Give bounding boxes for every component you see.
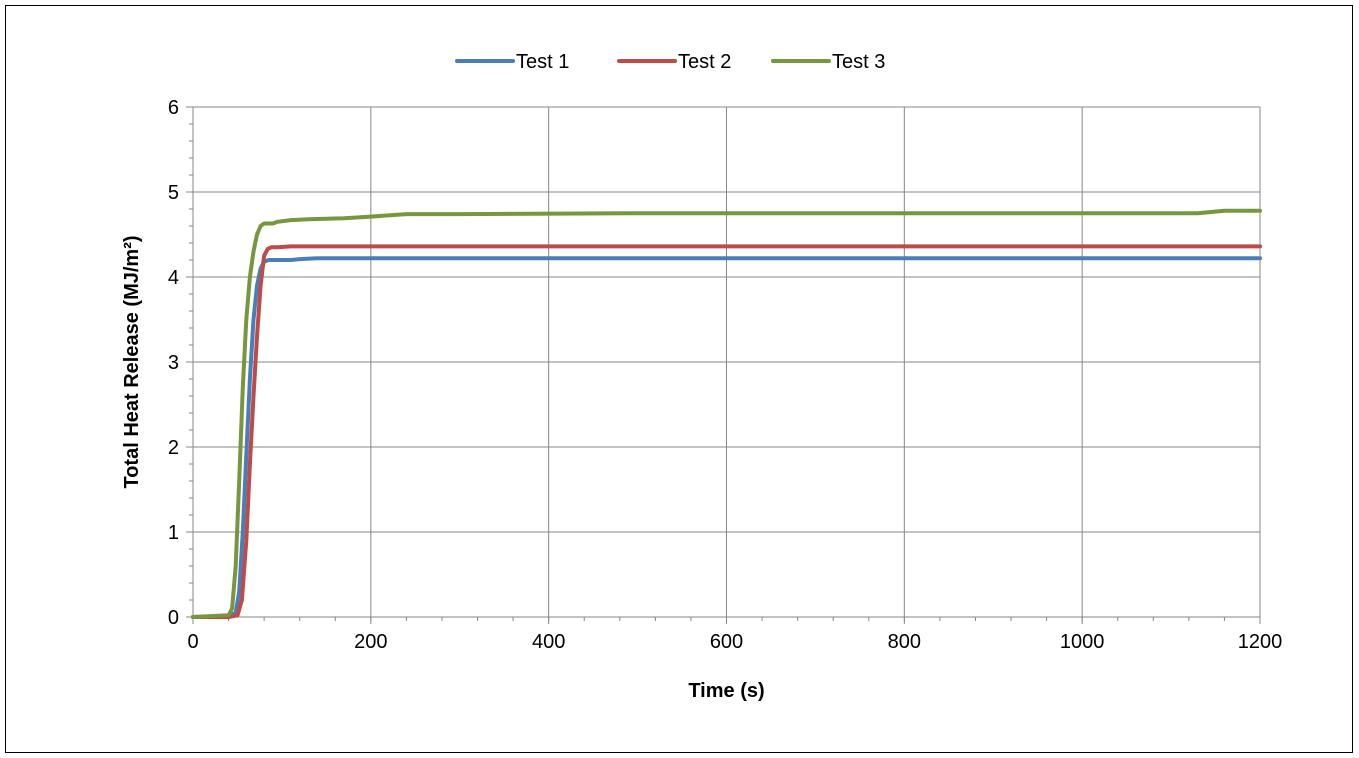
series-line-test-2 [191,244,1262,619]
x-axis-title: Time (s) [688,680,764,702]
legend-label-test-1: Test 1 [516,51,569,73]
x-tick-label: 1200 [1238,631,1283,653]
legend-label-test-3: Test 3 [832,51,885,73]
tick-labels: 0 200 400 600 800 1000 1200 0 1 2 3 4 5 6 [168,97,1282,653]
y-tick-label: 4 [168,267,179,289]
series-lines [191,208,1262,619]
series-line-test-3 [191,208,1262,619]
y-axis-title: Total Heat Release (MJ/m²) [121,235,143,488]
y-tick-label: 1 [168,522,179,544]
y-tick-label: 3 [168,352,179,374]
x-tick-label: 600 [710,631,743,653]
x-tick-label: 1000 [1060,631,1105,653]
y-tick-label: 5 [168,182,179,204]
grid [193,106,1261,617]
x-tick-label: 0 [187,631,198,653]
x-tick-label: 400 [532,631,565,653]
legend: Test 1 Test 2 Test 3 [455,51,885,73]
legend-label-test-2: Test 2 [678,51,731,73]
x-tick-label: 800 [888,631,921,653]
chart-frame [5,5,1353,753]
series-line-test-1 [191,256,1262,619]
x-tick-label: 200 [354,631,387,653]
y-tick-label: 0 [168,607,179,629]
axes [186,106,1261,624]
y-tick-label: 6 [168,97,179,119]
y-tick-label: 2 [168,437,179,459]
